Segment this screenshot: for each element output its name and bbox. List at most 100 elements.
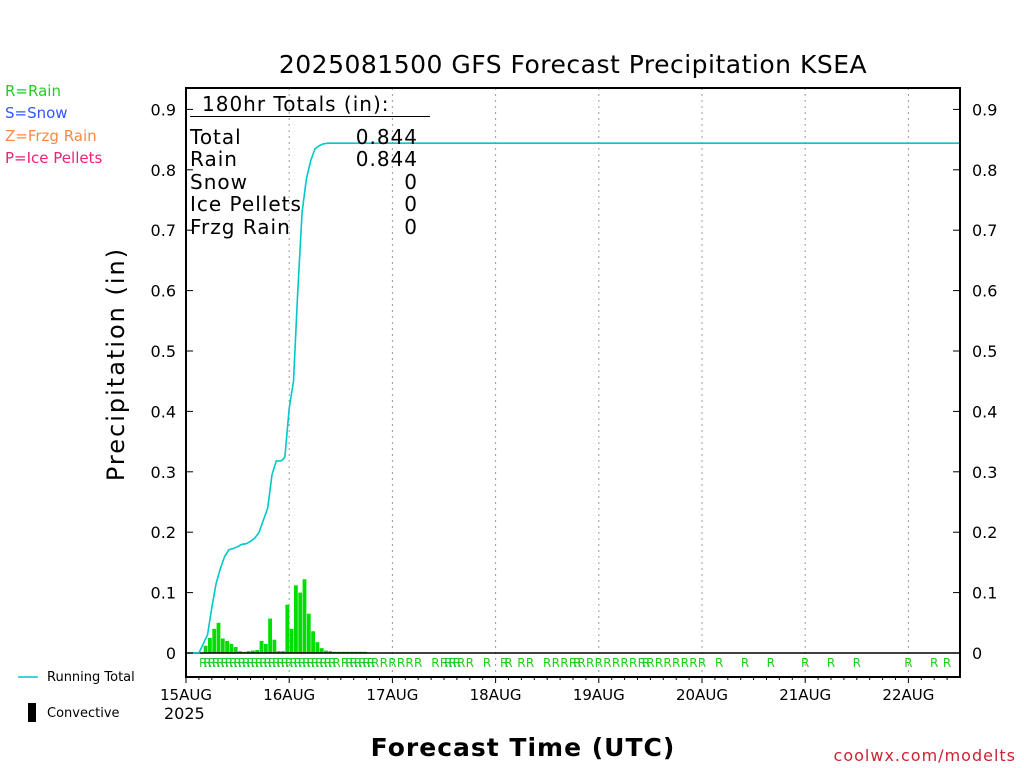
y-tick-label-right: 0.8 — [972, 161, 997, 180]
precip-bar — [306, 613, 311, 653]
rain-marker: R — [225, 656, 233, 670]
source-credit: coolwx.com/modelts — [833, 746, 1016, 765]
rain-marker: R — [646, 656, 654, 670]
x-tick-label: 16AUG — [263, 686, 315, 704]
x-tick-label: 20AUG — [676, 686, 728, 704]
rain-marker: R — [324, 656, 332, 670]
rain-marker: R — [603, 656, 611, 670]
y-tick-label-left: 0.2 — [151, 523, 176, 542]
totals-row-ice-pellets: Ice Pellets 0 — [190, 192, 417, 216]
rain-marker: R — [642, 656, 650, 670]
y-tick-label-left: 0.7 — [151, 221, 176, 240]
rain-marker: R — [281, 656, 289, 670]
precip-bar — [302, 579, 307, 653]
precip-bar — [324, 650, 328, 653]
rain-marker: R — [526, 656, 534, 670]
totals-label: Snow — [190, 170, 248, 194]
y-tick-label-right: 0.4 — [972, 402, 997, 421]
rain-marker: R — [332, 656, 340, 670]
rain-marker: R — [577, 656, 585, 670]
rain-marker: R — [853, 656, 861, 670]
precip-bar — [255, 649, 260, 653]
y-tick-label-left: 0.9 — [151, 100, 176, 119]
rain-marker: R — [612, 656, 620, 670]
precip-bar — [268, 618, 272, 653]
chart-title: 2025081500 GFS Forecast Precipitation KS… — [278, 50, 868, 79]
rain-marker: R — [827, 656, 835, 670]
x-tick-label: 21AUG — [779, 686, 831, 704]
y-axis-left: 0 0.1 0.2 0.3 0.4 0.5 0.6 0.7 0.8 0.9 — [151, 100, 193, 663]
totals-row-total: Total 0.844 — [190, 125, 417, 149]
y-tick-label-left: 0.3 — [151, 463, 176, 482]
rain-marker: R — [298, 656, 306, 670]
rain-marker: R — [380, 656, 388, 670]
totals-label: Rain — [190, 147, 238, 171]
totals-value: 0 — [404, 170, 418, 194]
rain-marker: R — [620, 656, 628, 670]
precip-bar — [259, 640, 264, 653]
rain-marker: R — [289, 656, 297, 670]
legend-running-total: Running Total — [47, 670, 135, 685]
rain-marker: R — [212, 656, 220, 670]
rain-marker: R — [246, 656, 254, 670]
rain-marker: R — [276, 656, 284, 670]
rain-marker: R — [457, 656, 465, 670]
y-tick-label-right: 0.6 — [972, 282, 997, 301]
rain-marker: R — [500, 656, 508, 670]
totals-label: Frzg Rain — [190, 215, 291, 239]
rain-marker: R — [388, 656, 396, 670]
rain-marker: R — [294, 656, 302, 670]
precip-bar — [208, 637, 212, 653]
y-tick-label-left: 0.5 — [151, 342, 176, 361]
x-axis: 15AUG 16AUG 17AUG 18AUG 19AUG 20AUG 21AUG 22AUG — [160, 677, 948, 704]
rain-marker: R — [715, 656, 723, 670]
rain-marker: R — [229, 656, 237, 670]
convective-legend-swatch — [28, 703, 36, 722]
rain-marker: R — [448, 656, 456, 670]
rain-marker: R — [259, 656, 267, 670]
precip-bar — [289, 628, 294, 653]
rain-marker: R — [943, 656, 951, 670]
rain-marker: R — [504, 656, 512, 670]
precip-bar — [328, 651, 333, 653]
x-tick-label: 17AUG — [366, 686, 418, 704]
rain-marker: R — [453, 656, 461, 670]
rain-marker: R — [362, 656, 370, 670]
y-tick-label-right: 0 — [972, 644, 982, 663]
rain-marker: R — [272, 656, 280, 670]
totals-row-snow: Snow 0 — [190, 170, 417, 194]
y-tick-label-right: 0.9 — [972, 100, 997, 119]
rain-marker: R — [483, 656, 491, 670]
rain-marker: R — [345, 656, 353, 670]
precip-bar — [319, 648, 324, 653]
totals-value: 0.844 — [355, 125, 418, 149]
x-tick-label: 22AUG — [882, 686, 934, 704]
rain-marker: R — [681, 656, 689, 670]
rain-marker: R — [440, 656, 448, 670]
precip-bar — [220, 638, 225, 653]
rain-marker: R — [358, 656, 366, 670]
rain-marker: R — [285, 656, 293, 670]
rain-marker: R — [638, 656, 646, 670]
rain-marker: R — [655, 656, 663, 670]
rain-marker: R — [552, 656, 560, 670]
rain-marker: R — [216, 656, 224, 670]
rain-marker: R — [367, 656, 375, 670]
totals-label: Total — [190, 125, 242, 149]
precip-bar — [229, 643, 234, 653]
legend-freezing-rain: Z=Frzg Rain — [5, 127, 97, 145]
totals-row-rain: Rain 0.844 — [190, 147, 417, 171]
rain-marker: R — [586, 656, 594, 670]
y-tick-label-left: 0.8 — [151, 161, 176, 180]
precip-bar — [203, 645, 208, 653]
precip-bar — [285, 604, 290, 653]
y-tick-label-left: 0.6 — [151, 282, 176, 301]
grid-lines — [288, 88, 909, 677]
totals-heading: 180hr Totals (in): — [202, 92, 390, 116]
precip-bar — [212, 628, 217, 653]
y-axis-label: Precipitation (in) — [102, 246, 130, 482]
totals-box: 180hr Totals (in): Total 0.844 Rain 0.84… — [190, 92, 430, 239]
rain-marker: R — [328, 656, 336, 670]
